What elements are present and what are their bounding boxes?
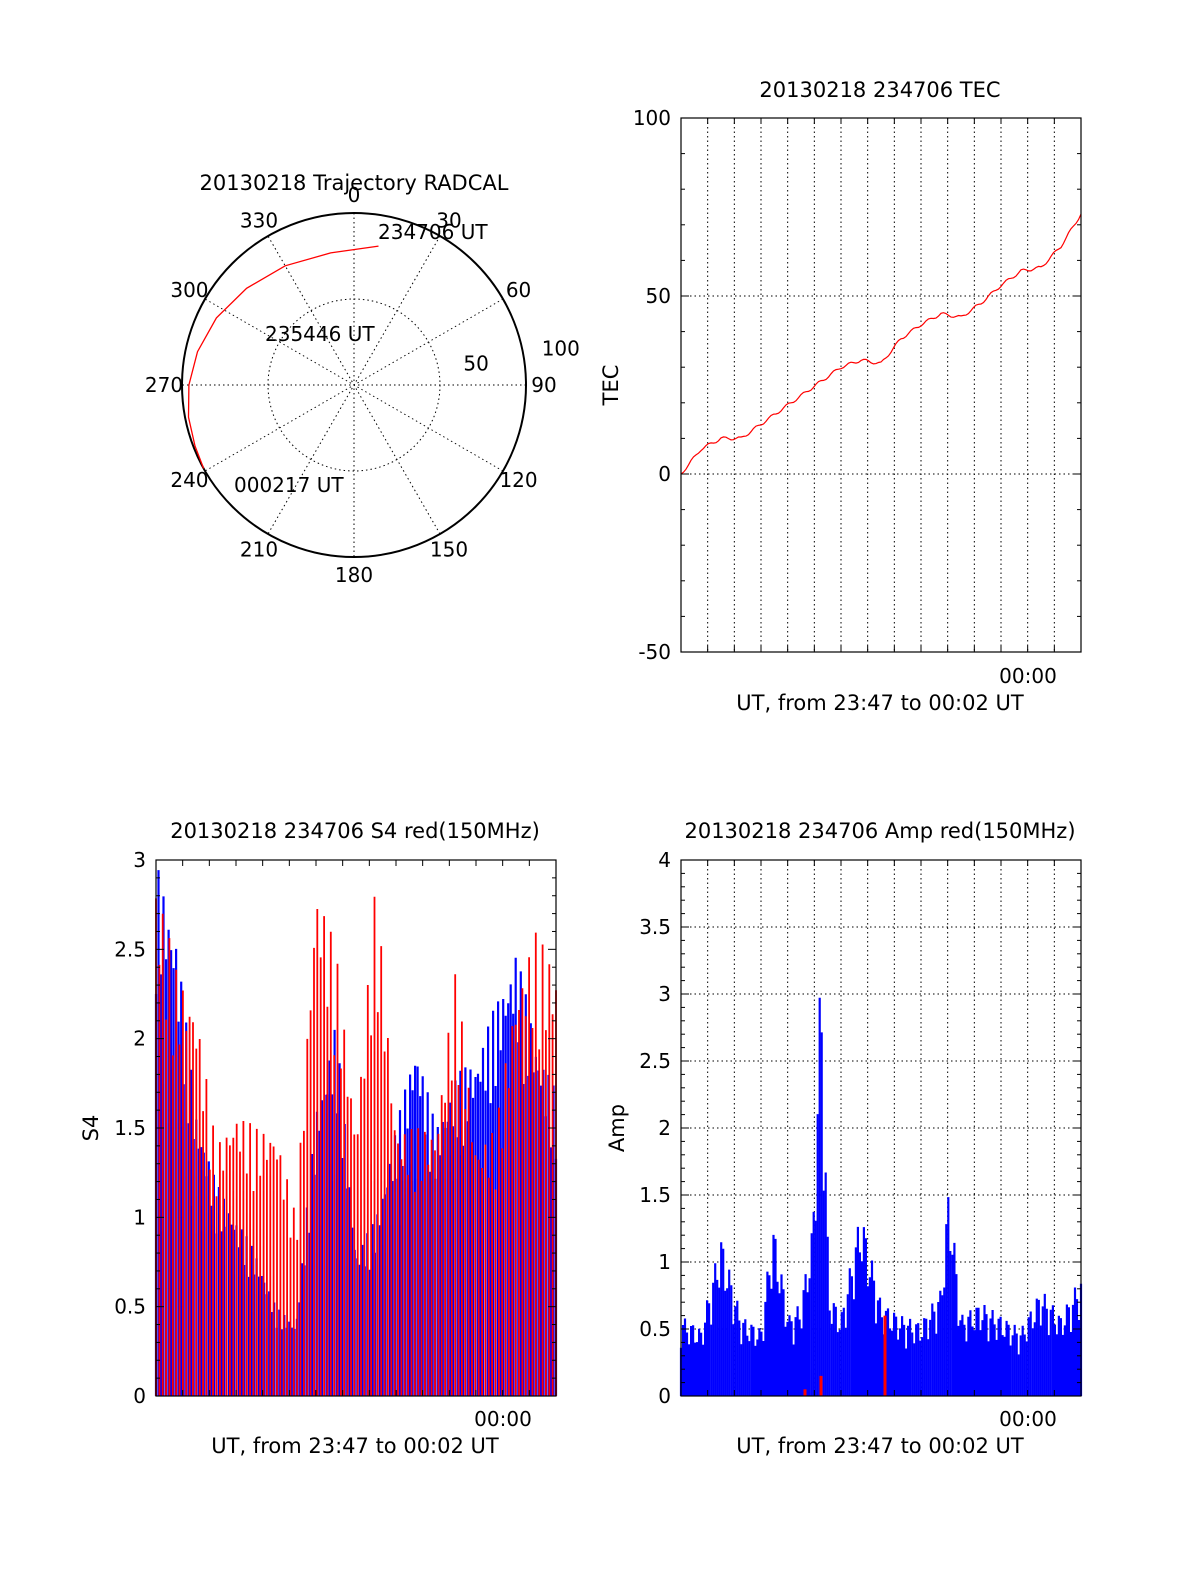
s4-y-label: S4 (79, 1115, 103, 1142)
tec-x-tick: 00:00 (999, 664, 1057, 688)
polar-radial-label: 50 (463, 351, 488, 375)
tec-y-tick-label: 100 (633, 106, 671, 130)
s4-panel: 20130218 234706 S4 red(150MHz) 3 2.5 2 1.5 1… (79, 819, 558, 1458)
amp-y-tick-label: 4 (658, 848, 671, 872)
polar-angle-label: 90 (531, 373, 556, 397)
polar-title: 20130218 Trajectory RADCAL (200, 171, 509, 195)
polar-angle-label: 150 (430, 538, 468, 562)
amp-x-label: UT, from 23:47 to 00:02 UT (736, 1434, 1024, 1458)
s4-x-tick: 00:00 (474, 1407, 532, 1431)
polar-trajectory-panel: 20130218 Trajectory RADCAL 0 30 60 90 120 150… (145, 171, 580, 587)
amp-y-tick-label: 2.5 (639, 1049, 671, 1073)
polar-angle-label: 240 (170, 468, 208, 492)
s4-title: 20130218 234706 S4 red(150MHz) (170, 819, 540, 843)
amp-y-tick-label: 1 (658, 1250, 671, 1274)
s4-y-tick-label: 0 (133, 1384, 146, 1408)
s4-y-tick-label: 2.5 (114, 937, 146, 961)
amp-panel: 20130218 234706 Amp red(150MHz) 4 3.5 3 2.5… (605, 819, 1083, 1458)
s4-x-label: UT, from 23:47 to 00:02 UT (211, 1434, 499, 1458)
amp-y-tick-label: 0.5 (639, 1317, 671, 1341)
amp-y-tick-label: 3.5 (639, 915, 671, 939)
polar-angle-label: 0 (348, 183, 361, 207)
amp-y-tick-label: 0 (658, 1384, 671, 1408)
amp-x-tick: 00:00 (999, 1407, 1057, 1431)
polar-angle-label: 30 (436, 208, 461, 232)
polar-angle-label: 60 (506, 278, 531, 302)
s4-y-tick-label: 1 (133, 1205, 146, 1229)
polar-angle-label: 330 (240, 208, 278, 232)
tec-x-label: UT, from 23:47 to 00:02 UT (736, 691, 1024, 715)
s4-y-tick-label: 0.5 (114, 1295, 146, 1319)
polar-angle-label: 300 (170, 278, 208, 302)
trajectory-series-line (187, 245, 379, 469)
tec-plot-frame (680, 117, 1082, 653)
tec-y-tick-label: 0 (658, 462, 671, 486)
tec-series-line (680, 213, 1082, 475)
polar-angle-label: 210 (240, 538, 278, 562)
s4-y-tick-label: 1.5 (114, 1116, 146, 1140)
amp-title: 20130218 234706 Amp red(150MHz) (684, 819, 1075, 843)
polar-angle-label: 270 (145, 373, 183, 397)
annotation-start: 234706 UT (378, 220, 488, 244)
tec-title: 20130218 234706 TEC (759, 78, 1000, 102)
s4-y-tick-label: 2 (133, 1027, 146, 1051)
annotation-end: 000217 UT (234, 473, 344, 497)
s4-y-tick-label: 3 (133, 848, 146, 872)
amp-y-tick-label: 1.5 (639, 1183, 671, 1207)
polar-angle-label: 180 (335, 563, 373, 587)
annotation-middle: 235446 UT (265, 322, 375, 346)
tec-panel: 20130218 234706 TEC 100 50 0 -50 00:00 UT, … (599, 78, 1082, 715)
tec-y-tick-label: 50 (646, 284, 671, 308)
tec-y-label: TEC (599, 365, 623, 407)
amp-y-tick-label: 3 (658, 982, 671, 1006)
tec-y-tick-label: -50 (638, 640, 671, 664)
polar-angle-label: 120 (499, 468, 537, 492)
amp-y-tick-label: 2 (658, 1116, 671, 1140)
polar-radial-label: 100 (542, 337, 580, 361)
amp-y-label: Amp (605, 1104, 629, 1152)
polar-spoke (267, 235, 441, 535)
